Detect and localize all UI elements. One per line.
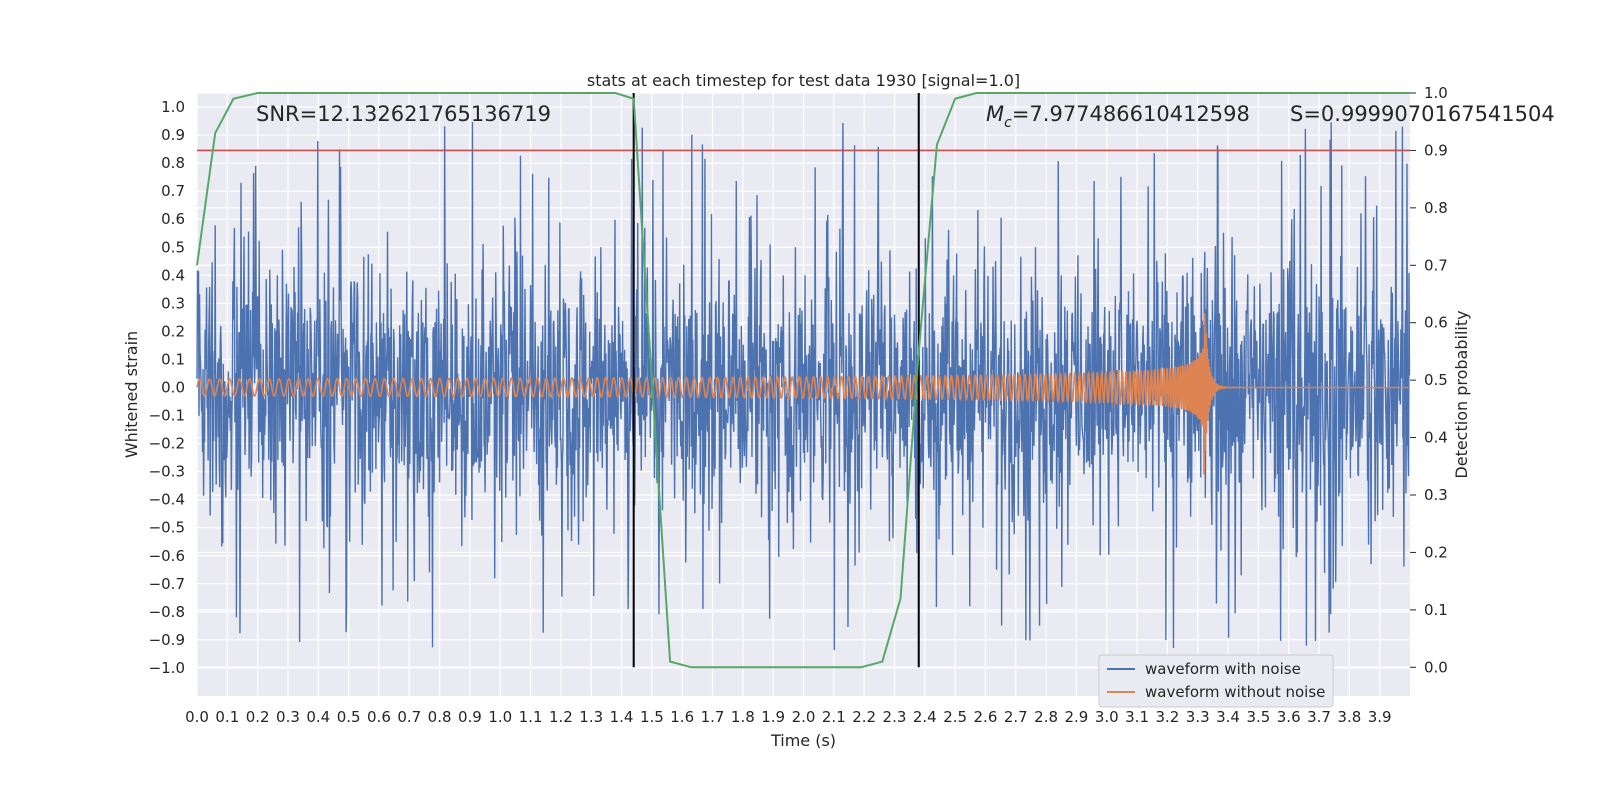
x-tick-label: 3.0: [1095, 708, 1119, 726]
x-tick-label: 1.3: [579, 708, 603, 726]
x-tick-label: 0.4: [306, 708, 330, 726]
x-tick-label: 2.5: [943, 708, 967, 726]
x-tick-label: 3.5: [1246, 708, 1270, 726]
x-tick-label: 2.4: [913, 708, 937, 726]
x-tick-label: 3.3: [1186, 708, 1210, 726]
x-tick-label: 1.1: [519, 708, 543, 726]
probability-line: [196, 92, 1410, 669]
x-tick-label: 0.6: [367, 708, 391, 726]
x-tick-label: 1.0: [488, 708, 512, 726]
y2-tick-label: 0.8: [1424, 199, 1448, 217]
x-tick-label: 3.8: [1337, 708, 1361, 726]
y2-tick-label: 0.0: [1424, 658, 1448, 676]
mc-value: =7.977486610412598: [1012, 102, 1250, 126]
y-tick-label: 1.0: [161, 98, 185, 116]
x-tick-label: 2.7: [1004, 708, 1028, 726]
y-tick-label: 0.3: [161, 294, 185, 312]
y-tick-label: 0.4: [161, 266, 185, 284]
clean-waveform-series: [196, 313, 1410, 475]
noisy-waveform-series: [196, 121, 1411, 651]
y2-tick-label: 0.9: [1424, 141, 1448, 159]
y-tick-label: 0.9: [161, 126, 185, 144]
mc-symbol: M: [986, 102, 1004, 126]
s-annotation: S=0.9999070167541504: [1290, 102, 1555, 126]
probability-series: [196, 92, 1410, 669]
y2-tick-labels: 1.0 0.9 0.8 0.7 0.6 0.5 0.4 0.3 0.2 0.1 0.0: [1410, 84, 1448, 676]
y-axis-label: Whitened strain: [122, 331, 141, 458]
x-tick-label: 3.9: [1368, 708, 1392, 726]
x-tick-label: 3.7: [1307, 708, 1331, 726]
y-tick-label: −0.1: [149, 407, 185, 425]
x-tick-label: 2.6: [974, 708, 998, 726]
y-tick-label: 0.6: [161, 210, 185, 228]
x-tick-label: 0.9: [458, 708, 482, 726]
snr-annotation: SNR=12.132621765136719: [256, 102, 551, 126]
x-tick-label: 2.2: [852, 708, 876, 726]
y2-axis-label: Detection probability: [1452, 310, 1471, 478]
y2-tick-label: 0.5: [1424, 371, 1448, 389]
y-tick-label: −0.3: [149, 463, 185, 481]
x-tick-label: 0.0: [185, 708, 209, 726]
x-tick-labels: 0.0 0.1 0.2 0.3 0.4 0.5 0.6 0.7 0.8 0.9 1.0 1.1 1.2 1…: [185, 708, 1392, 726]
y-tick-label: −0.2: [149, 435, 185, 453]
x-tick-label: 1.8: [731, 708, 755, 726]
mc-subscript: c: [1004, 115, 1012, 131]
y2-tick-label: 0.1: [1424, 601, 1448, 619]
y-tick-label: 0.2: [161, 322, 185, 340]
x-axis-label: Time (s): [770, 731, 836, 750]
x-tick-label: 0.2: [246, 708, 270, 726]
x-tick-label: 1.9: [761, 708, 785, 726]
x-tick-label: 0.1: [215, 708, 239, 726]
y2-tick-label: 1.0: [1424, 84, 1448, 102]
x-tick-label: 0.5: [337, 708, 361, 726]
x-tick-label: 0.3: [276, 708, 300, 726]
chart-title: stats at each timestep for test data 193…: [587, 71, 1020, 90]
y2-tick-label: 0.4: [1424, 429, 1448, 447]
legend-label-clean: waveform without noise: [1145, 683, 1325, 701]
x-tick-label: 2.1: [822, 708, 846, 726]
y-tick-label: −0.8: [149, 603, 185, 621]
y-tick-label: 0.7: [161, 182, 185, 200]
x-tick-label: 3.2: [1155, 708, 1179, 726]
x-tick-label: 1.7: [701, 708, 725, 726]
y2-tick-label: 0.3: [1424, 486, 1448, 504]
noisy-waveform-line: [196, 121, 1411, 651]
x-tick-label: 2.0: [792, 708, 816, 726]
y-tick-label: −1.0: [149, 659, 185, 677]
y2-tick-label: 0.7: [1424, 256, 1448, 274]
y-tick-label: 0.8: [161, 154, 185, 172]
x-tick-label: 3.6: [1277, 708, 1301, 726]
x-tick-label: 1.4: [610, 708, 634, 726]
legend-box: [1098, 654, 1334, 708]
y-tick-label: 0.1: [161, 350, 185, 368]
y-tick-labels: 1.0 0.9 0.8 0.7 0.6 0.5 0.4 0.3 0.2 0.1 0.0 −0.1 −0.…: [149, 98, 185, 677]
x-tick-label: 0.7: [397, 708, 421, 726]
clean-waveform-line: [196, 313, 1410, 475]
x-tick-label: 1.6: [670, 708, 694, 726]
x-tick-label: 0.8: [428, 708, 452, 726]
legend: waveform with noise waveform without noi…: [1098, 654, 1334, 708]
y-tick-label: 0.5: [161, 238, 185, 256]
y-tick-label: −0.5: [149, 519, 185, 537]
y-tick-label: −0.6: [149, 547, 185, 565]
y2-tick-label: 0.6: [1424, 314, 1448, 332]
x-tick-label: 3.4: [1216, 708, 1240, 726]
y-tick-label: −0.7: [149, 575, 185, 593]
x-tick-label: 1.2: [549, 708, 573, 726]
y2-tick-label: 0.2: [1424, 543, 1448, 561]
x-tick-label: 3.1: [1125, 708, 1149, 726]
vertical-markers: [632, 93, 920, 668]
chirp-mass-annotation: Mc=7.977486610412598: [986, 102, 1250, 131]
legend-label-noisy: waveform with noise: [1145, 660, 1301, 678]
y-tick-label: −0.9: [149, 631, 185, 649]
y-tick-label: 0.0: [161, 378, 185, 396]
x-tick-label: 2.8: [1034, 708, 1058, 726]
y-tick-label: −0.4: [149, 491, 185, 509]
x-tick-label: 2.9: [1064, 708, 1088, 726]
x-tick-label: 1.5: [640, 708, 664, 726]
x-tick-label: 2.3: [883, 708, 907, 726]
